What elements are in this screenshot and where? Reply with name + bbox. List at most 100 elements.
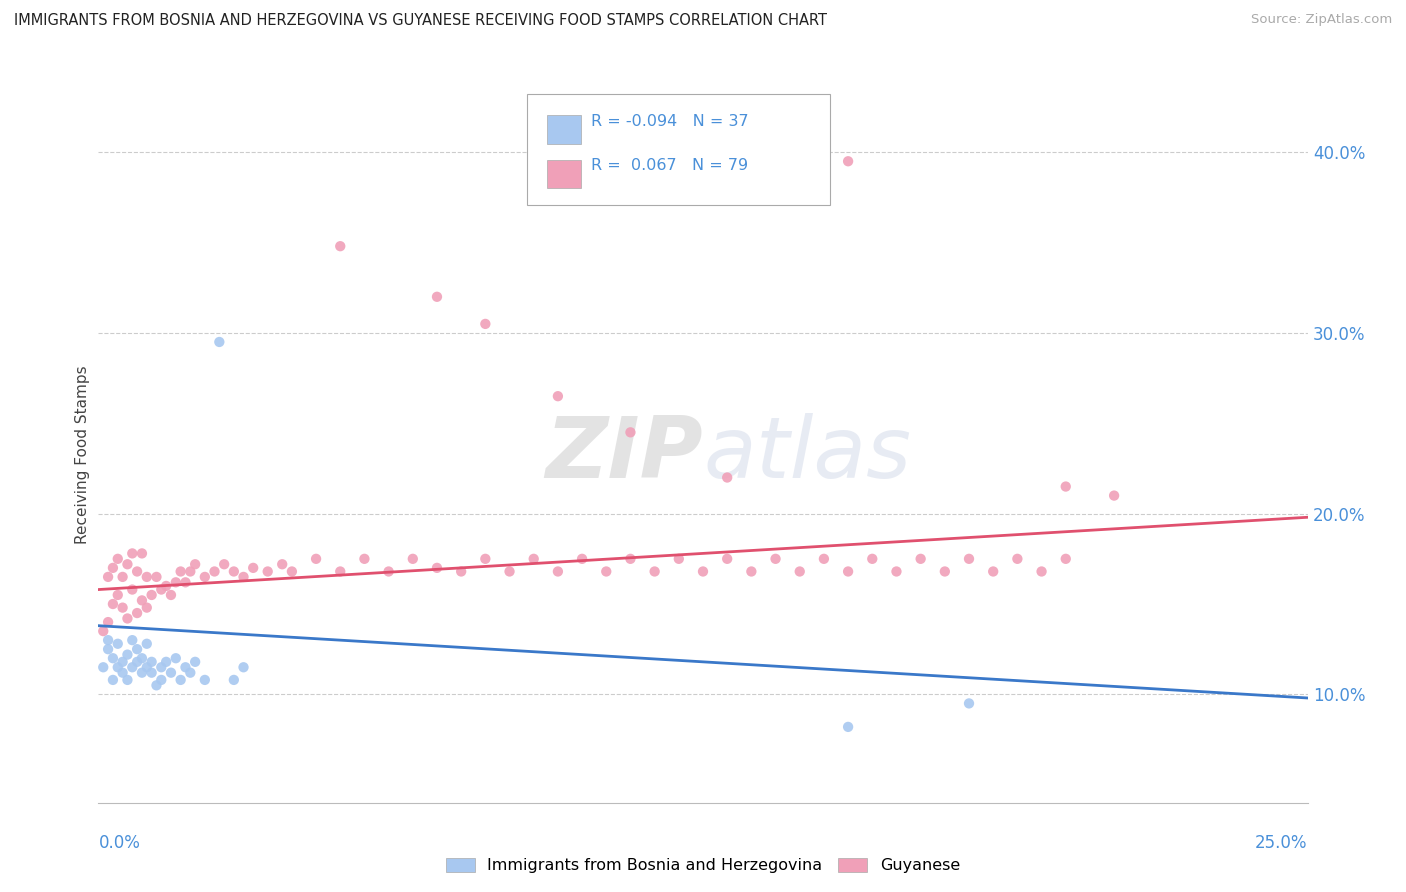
Point — [450, 565, 472, 579]
Point — [1007, 551, 1029, 566]
Point — [91, 660, 114, 674]
Point — [692, 565, 714, 579]
Point — [91, 624, 114, 639]
Point — [127, 565, 149, 579]
Point — [547, 565, 569, 579]
Point — [957, 551, 980, 566]
Text: 25.0%: 25.0% — [1256, 834, 1308, 852]
Point — [329, 239, 352, 253]
Point — [165, 575, 187, 590]
Point — [329, 565, 352, 579]
Point — [155, 579, 177, 593]
Point — [97, 570, 120, 584]
Point — [160, 588, 183, 602]
Point — [107, 588, 129, 602]
Point — [135, 637, 157, 651]
Point — [155, 655, 177, 669]
Point — [174, 660, 197, 674]
Point — [619, 551, 641, 566]
Point — [837, 720, 859, 734]
Text: atlas: atlas — [703, 413, 911, 497]
Point — [174, 575, 197, 590]
Point — [135, 600, 157, 615]
Point — [150, 660, 173, 674]
Point — [135, 660, 157, 674]
Point — [1031, 565, 1053, 579]
Point — [222, 673, 245, 687]
Point — [1102, 489, 1125, 503]
Text: IMMIGRANTS FROM BOSNIA AND HERZEGOVINA VS GUYANESE RECEIVING FOOD STAMPS CORRELA: IMMIGRANTS FROM BOSNIA AND HERZEGOVINA V… — [14, 13, 827, 29]
Point — [107, 660, 129, 674]
Point — [117, 648, 139, 662]
Point — [886, 565, 908, 579]
Point — [208, 334, 231, 349]
Point — [716, 551, 738, 566]
Point — [184, 655, 207, 669]
Point — [474, 317, 496, 331]
Point — [837, 565, 859, 579]
Point — [194, 570, 217, 584]
Point — [127, 642, 149, 657]
Point — [281, 565, 304, 579]
Point — [141, 655, 163, 669]
Point — [101, 673, 124, 687]
Point — [111, 655, 134, 669]
Legend: Immigrants from Bosnia and Herzegovina, Guyanese: Immigrants from Bosnia and Herzegovina, … — [440, 851, 966, 880]
Point — [97, 615, 120, 629]
Point — [160, 665, 183, 680]
Point — [204, 565, 226, 579]
Point — [169, 673, 191, 687]
Point — [232, 660, 254, 674]
Point — [212, 558, 235, 572]
Point — [107, 637, 129, 651]
Point — [813, 551, 835, 566]
Point — [121, 546, 143, 560]
Point — [111, 665, 134, 680]
Point — [169, 565, 191, 579]
Point — [716, 470, 738, 484]
Point — [107, 551, 129, 566]
Point — [127, 606, 149, 620]
Point — [619, 425, 641, 440]
Point — [644, 565, 666, 579]
Point — [426, 561, 449, 575]
Point — [271, 558, 294, 572]
Point — [232, 570, 254, 584]
Point — [184, 558, 207, 572]
Point — [571, 551, 593, 566]
Point — [127, 655, 149, 669]
Point — [141, 588, 163, 602]
Point — [121, 633, 143, 648]
Text: R =  0.067   N = 79: R = 0.067 N = 79 — [591, 158, 748, 173]
Point — [131, 651, 153, 665]
Point — [595, 565, 617, 579]
Y-axis label: Receiving Food Stamps: Receiving Food Stamps — [75, 366, 90, 544]
Point — [141, 665, 163, 680]
Point — [101, 597, 124, 611]
Point — [523, 551, 546, 566]
Point — [97, 642, 120, 657]
Point — [1054, 551, 1077, 566]
Point — [474, 551, 496, 566]
Point — [426, 290, 449, 304]
Point — [1054, 479, 1077, 493]
Point — [131, 546, 153, 560]
Point — [121, 660, 143, 674]
Point — [194, 673, 217, 687]
Point — [498, 565, 520, 579]
Text: ZIP: ZIP — [546, 413, 703, 497]
Point — [242, 561, 264, 575]
Text: R = -0.094   N = 37: R = -0.094 N = 37 — [591, 114, 748, 129]
Point — [222, 565, 245, 579]
Point — [981, 565, 1004, 579]
Point — [150, 582, 173, 597]
Point — [179, 665, 201, 680]
Point — [145, 570, 167, 584]
Point — [131, 665, 153, 680]
Point — [957, 697, 980, 711]
Point — [121, 582, 143, 597]
Point — [117, 673, 139, 687]
Point — [111, 600, 134, 615]
Point — [97, 633, 120, 648]
Point — [765, 551, 787, 566]
